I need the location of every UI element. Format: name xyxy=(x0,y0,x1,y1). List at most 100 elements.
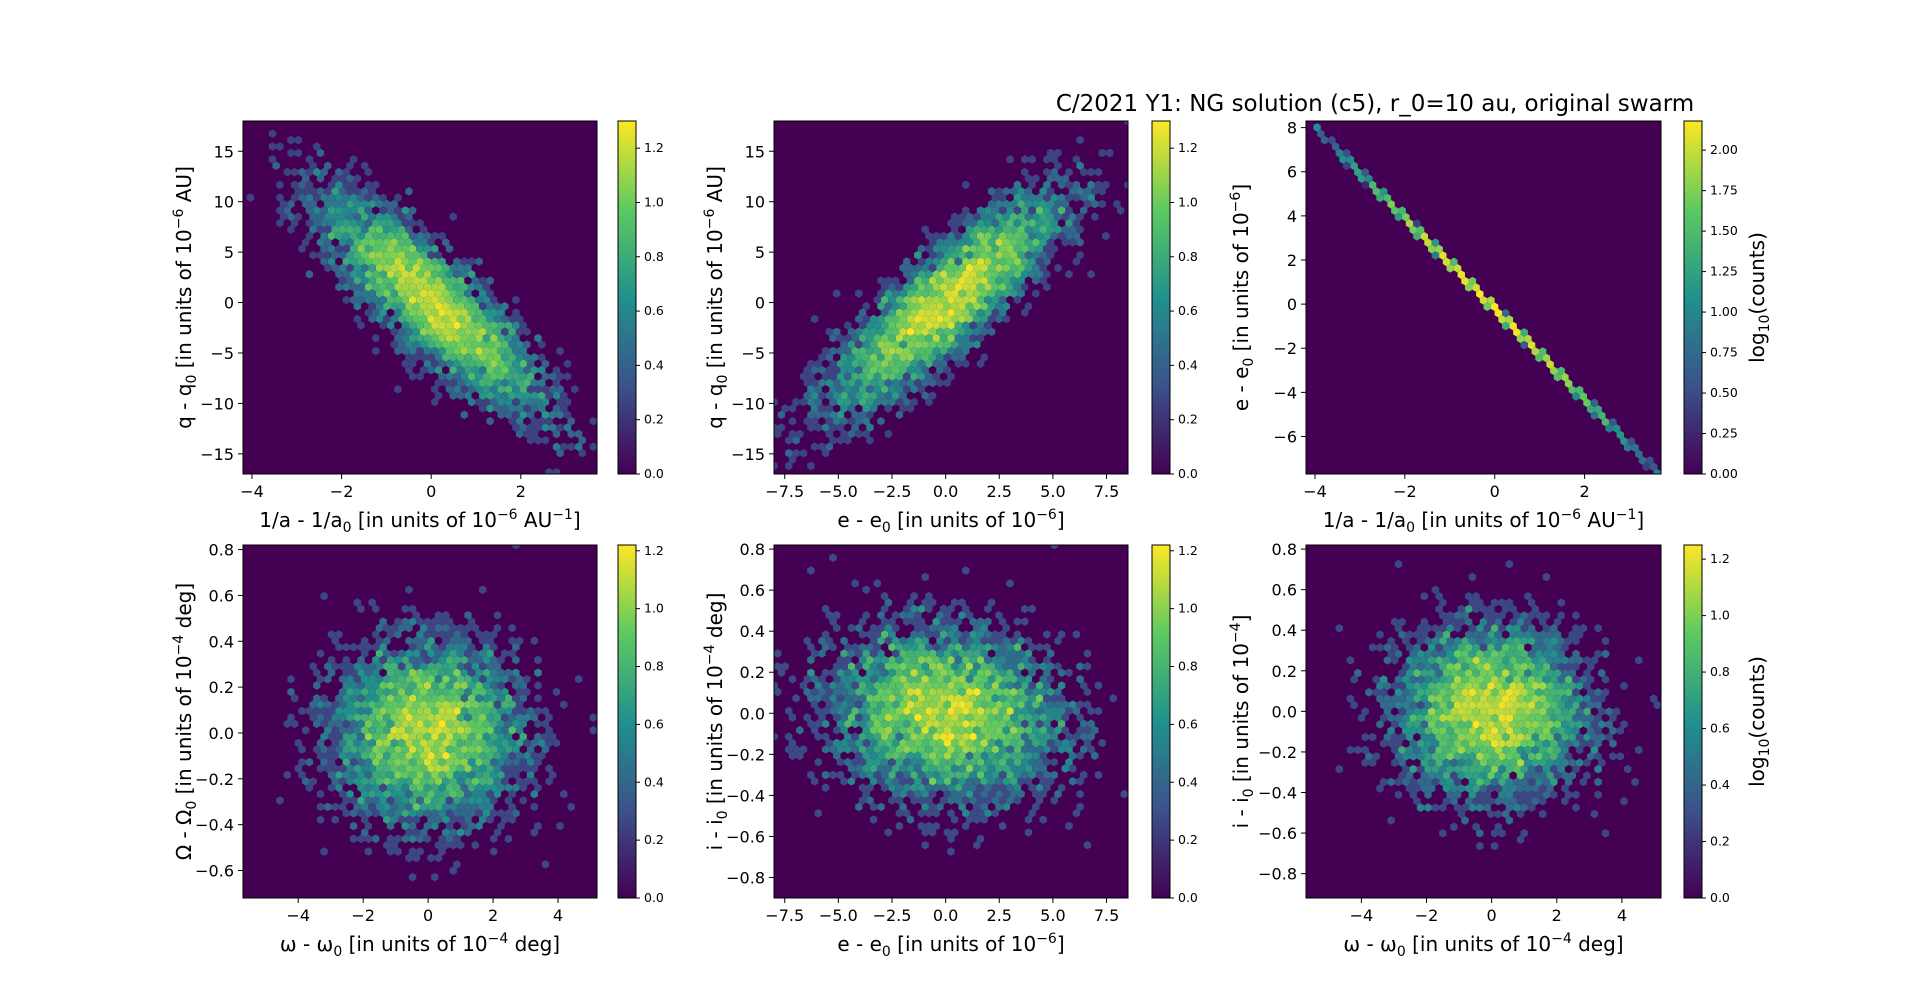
hex-cell xyxy=(840,416,848,426)
hex-cell xyxy=(1080,167,1088,177)
hex-cell xyxy=(526,410,535,420)
hex-cell xyxy=(486,340,494,349)
colorbar-tick-label: 1.00 xyxy=(1710,304,1738,319)
hex-cell xyxy=(1461,688,1469,697)
hex-cell xyxy=(932,809,940,818)
hex-cell xyxy=(866,770,874,780)
hex-cell xyxy=(1505,752,1514,761)
hex-cell xyxy=(976,321,985,330)
hex-cell xyxy=(456,726,465,735)
hex-cell xyxy=(316,225,325,234)
hex-cell xyxy=(541,745,550,754)
hex-cell xyxy=(991,706,999,716)
hex-cell xyxy=(906,636,915,646)
hex-cell xyxy=(821,372,830,381)
hex-cell xyxy=(475,346,483,356)
hex-cell xyxy=(501,764,509,773)
hex-cell xyxy=(1035,244,1044,253)
hex-cell xyxy=(386,321,395,330)
hex-cell xyxy=(309,700,317,709)
hex-cell xyxy=(1043,732,1051,741)
hex-cell xyxy=(1594,405,1602,414)
hex-cell xyxy=(833,289,841,298)
hex-cell xyxy=(1446,624,1454,633)
hex-cell xyxy=(431,385,439,394)
hex-cell xyxy=(276,180,284,190)
hex-cell xyxy=(497,757,505,767)
hex-cell xyxy=(1483,675,1491,684)
hex-cell xyxy=(821,745,830,754)
hex-cell xyxy=(1494,630,1502,639)
hex-cell xyxy=(349,821,358,831)
hex-cell xyxy=(807,385,815,394)
hex-cell xyxy=(987,700,996,709)
hex-cell xyxy=(1416,624,1425,633)
hex-cell xyxy=(316,815,325,824)
hex-cell xyxy=(338,187,347,196)
hex-cell xyxy=(958,802,966,812)
hex-cell xyxy=(1065,757,1073,767)
hex-cell xyxy=(866,397,874,407)
hex-cell xyxy=(361,289,369,298)
hex-cell xyxy=(1516,681,1525,691)
hex-cell xyxy=(1413,694,1421,703)
hex-cell xyxy=(408,206,417,215)
hex-cell xyxy=(1527,611,1536,620)
hex-cell xyxy=(501,327,509,336)
hex-cell xyxy=(305,167,314,177)
hex-cell xyxy=(1453,700,1462,710)
hex-cell xyxy=(1468,675,1477,684)
hex-cell xyxy=(423,321,432,330)
hex-cell xyxy=(342,694,350,703)
hex-cell xyxy=(390,751,398,760)
hex-cell xyxy=(884,327,892,336)
hex-cell xyxy=(357,668,365,677)
hex-cell xyxy=(925,821,933,831)
hex-cell xyxy=(519,346,527,356)
hex-cell xyxy=(471,802,479,812)
hex-cell xyxy=(324,700,332,709)
hex-cell xyxy=(973,302,981,311)
hex-cell xyxy=(1028,155,1036,164)
hex-cell xyxy=(954,757,963,767)
hex-cell xyxy=(423,809,432,818)
hex-cell xyxy=(493,611,502,620)
hex-cell xyxy=(1002,225,1010,234)
hex-cell xyxy=(1028,770,1036,780)
colorbar-tick-label: 0.75 xyxy=(1710,345,1738,360)
hex-cell xyxy=(1520,790,1528,800)
hex-cell xyxy=(1513,328,1521,337)
hex-cell xyxy=(895,655,904,665)
hex-cell xyxy=(372,757,380,767)
hex-cell xyxy=(903,732,911,741)
hex-cell xyxy=(401,655,409,665)
hex-cell xyxy=(1043,655,1051,665)
hex-cell xyxy=(464,700,472,709)
hex-cell xyxy=(877,777,885,786)
hex-cell xyxy=(401,783,409,792)
hex-cell xyxy=(386,257,395,266)
colorbar-tick-label: 0.6 xyxy=(644,303,664,318)
hex-cell xyxy=(346,674,354,684)
hex-cell xyxy=(1043,719,1051,729)
hex-cell xyxy=(1472,732,1480,742)
hex-cell xyxy=(858,655,867,665)
hex-cell xyxy=(829,423,837,432)
hex-cell xyxy=(397,687,406,697)
hex-cell xyxy=(962,333,970,343)
hex-cell xyxy=(412,302,420,311)
x-tick-label: 2.5 xyxy=(987,906,1012,925)
hex-cell xyxy=(1076,161,1084,170)
hex-cell xyxy=(423,719,432,729)
hex-cell xyxy=(884,700,892,709)
hex-cell xyxy=(943,738,951,748)
hex-cell xyxy=(1516,771,1525,780)
hex-cell xyxy=(364,206,373,215)
hex-cell xyxy=(475,308,483,317)
hex-cell xyxy=(504,372,513,381)
hex-cell xyxy=(884,726,892,735)
hex-cell xyxy=(1420,758,1428,767)
hex-cell xyxy=(980,327,988,336)
hex-cell xyxy=(1442,784,1451,793)
hex-cell xyxy=(438,732,446,741)
